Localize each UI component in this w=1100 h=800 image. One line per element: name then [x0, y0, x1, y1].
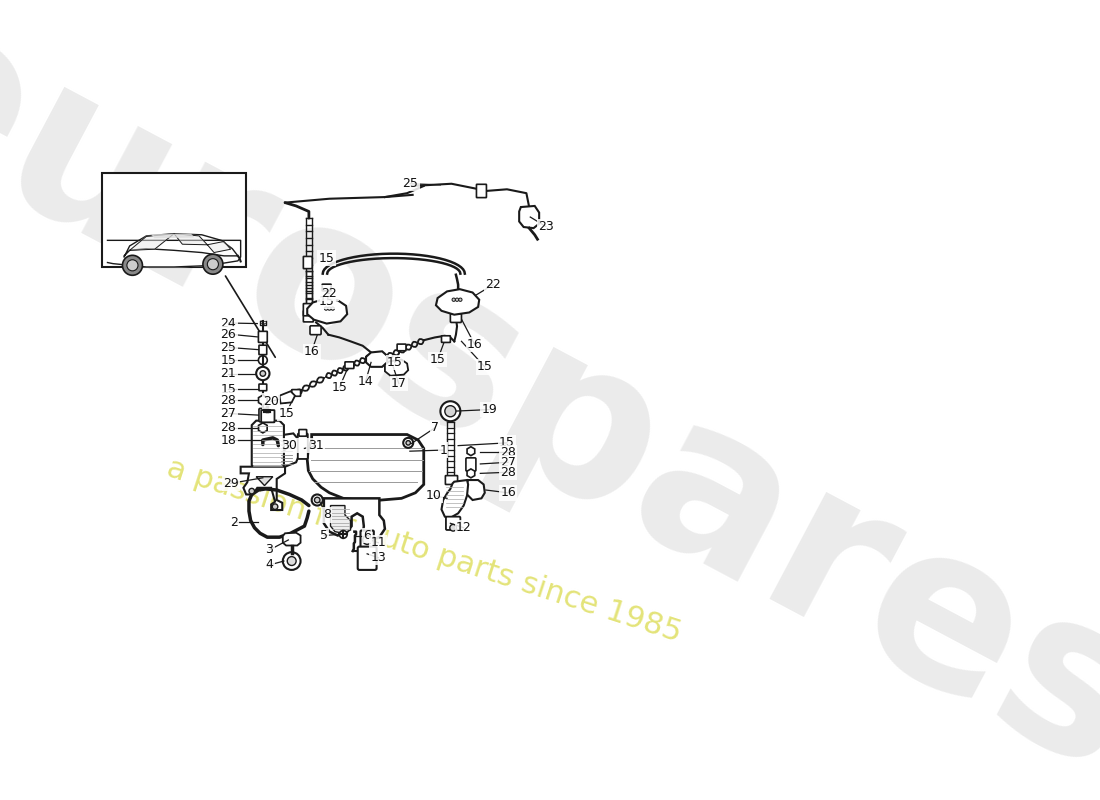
- FancyBboxPatch shape: [322, 284, 331, 291]
- Text: 1: 1: [439, 443, 447, 457]
- Text: 7: 7: [431, 422, 439, 434]
- Text: 28: 28: [220, 422, 236, 434]
- Polygon shape: [441, 480, 469, 518]
- FancyBboxPatch shape: [397, 344, 406, 350]
- Circle shape: [249, 488, 254, 494]
- Text: 4: 4: [265, 558, 274, 571]
- Text: 14: 14: [358, 375, 373, 388]
- Text: 31: 31: [308, 439, 323, 452]
- Polygon shape: [279, 391, 295, 403]
- Polygon shape: [519, 206, 539, 228]
- Text: 21: 21: [221, 367, 236, 380]
- Text: 28: 28: [500, 446, 516, 458]
- Circle shape: [122, 255, 142, 275]
- Text: 15: 15: [499, 436, 515, 450]
- Text: 5: 5: [320, 529, 328, 542]
- Text: 15: 15: [476, 360, 493, 374]
- FancyBboxPatch shape: [476, 184, 486, 198]
- Circle shape: [406, 441, 410, 445]
- Text: 15: 15: [319, 251, 334, 265]
- Text: 18: 18: [220, 434, 236, 446]
- Text: 27: 27: [220, 407, 236, 420]
- Circle shape: [444, 406, 455, 417]
- Text: 23: 23: [538, 220, 553, 233]
- FancyBboxPatch shape: [258, 409, 266, 422]
- Polygon shape: [268, 434, 300, 466]
- Circle shape: [440, 402, 461, 422]
- Text: 22: 22: [321, 286, 338, 299]
- Circle shape: [126, 260, 138, 271]
- FancyBboxPatch shape: [304, 257, 312, 269]
- Text: 29: 29: [223, 477, 239, 490]
- Polygon shape: [241, 466, 285, 510]
- Circle shape: [315, 498, 320, 502]
- Polygon shape: [258, 395, 267, 405]
- FancyBboxPatch shape: [304, 303, 312, 316]
- Text: 6: 6: [363, 529, 371, 542]
- Text: 15: 15: [220, 382, 236, 395]
- Polygon shape: [130, 234, 174, 250]
- Circle shape: [331, 307, 334, 310]
- Polygon shape: [385, 360, 408, 376]
- Polygon shape: [208, 242, 231, 253]
- Polygon shape: [307, 299, 348, 323]
- FancyBboxPatch shape: [345, 362, 354, 369]
- Circle shape: [452, 298, 455, 302]
- Polygon shape: [466, 480, 485, 500]
- FancyBboxPatch shape: [446, 517, 461, 530]
- Text: 28: 28: [500, 466, 516, 478]
- Bar: [102, 173, 246, 267]
- Circle shape: [450, 525, 456, 531]
- Text: 19: 19: [482, 403, 497, 416]
- FancyBboxPatch shape: [358, 546, 376, 570]
- Polygon shape: [436, 289, 480, 314]
- Circle shape: [202, 254, 223, 274]
- Text: 17: 17: [390, 377, 407, 390]
- Text: 11: 11: [371, 536, 386, 550]
- Text: 30: 30: [282, 439, 297, 452]
- Circle shape: [324, 307, 328, 310]
- Circle shape: [273, 504, 278, 510]
- FancyBboxPatch shape: [258, 346, 266, 354]
- Text: 25: 25: [220, 341, 236, 354]
- Circle shape: [363, 535, 372, 544]
- FancyBboxPatch shape: [299, 430, 307, 436]
- FancyBboxPatch shape: [446, 475, 458, 485]
- Text: 15: 15: [278, 407, 294, 420]
- Polygon shape: [307, 434, 424, 501]
- Text: a passion for auto parts since 1985: a passion for auto parts since 1985: [163, 454, 685, 648]
- Text: 27: 27: [500, 456, 516, 469]
- Polygon shape: [283, 533, 300, 546]
- Polygon shape: [330, 506, 351, 534]
- FancyBboxPatch shape: [361, 530, 374, 548]
- Polygon shape: [108, 240, 241, 267]
- Text: 24: 24: [221, 317, 236, 330]
- Text: 28: 28: [220, 394, 236, 406]
- Text: 15: 15: [220, 354, 236, 366]
- FancyBboxPatch shape: [310, 326, 321, 334]
- Text: 22: 22: [485, 278, 501, 291]
- Circle shape: [455, 298, 459, 302]
- Text: 15: 15: [331, 381, 348, 394]
- Polygon shape: [124, 234, 238, 257]
- Text: 13: 13: [371, 551, 386, 564]
- Polygon shape: [468, 446, 475, 456]
- Circle shape: [256, 367, 270, 380]
- FancyBboxPatch shape: [298, 434, 308, 459]
- Circle shape: [311, 494, 322, 506]
- Circle shape: [260, 370, 265, 376]
- Polygon shape: [152, 234, 194, 238]
- Polygon shape: [323, 498, 385, 540]
- Text: 15: 15: [387, 356, 403, 369]
- Text: 2: 2: [230, 516, 238, 529]
- FancyBboxPatch shape: [466, 458, 476, 471]
- Text: 10: 10: [426, 489, 442, 502]
- Circle shape: [328, 307, 331, 310]
- Text: 20: 20: [263, 394, 279, 408]
- Polygon shape: [258, 423, 267, 433]
- Text: 16: 16: [500, 486, 516, 499]
- Circle shape: [287, 557, 296, 566]
- Polygon shape: [468, 469, 475, 478]
- Circle shape: [283, 552, 300, 570]
